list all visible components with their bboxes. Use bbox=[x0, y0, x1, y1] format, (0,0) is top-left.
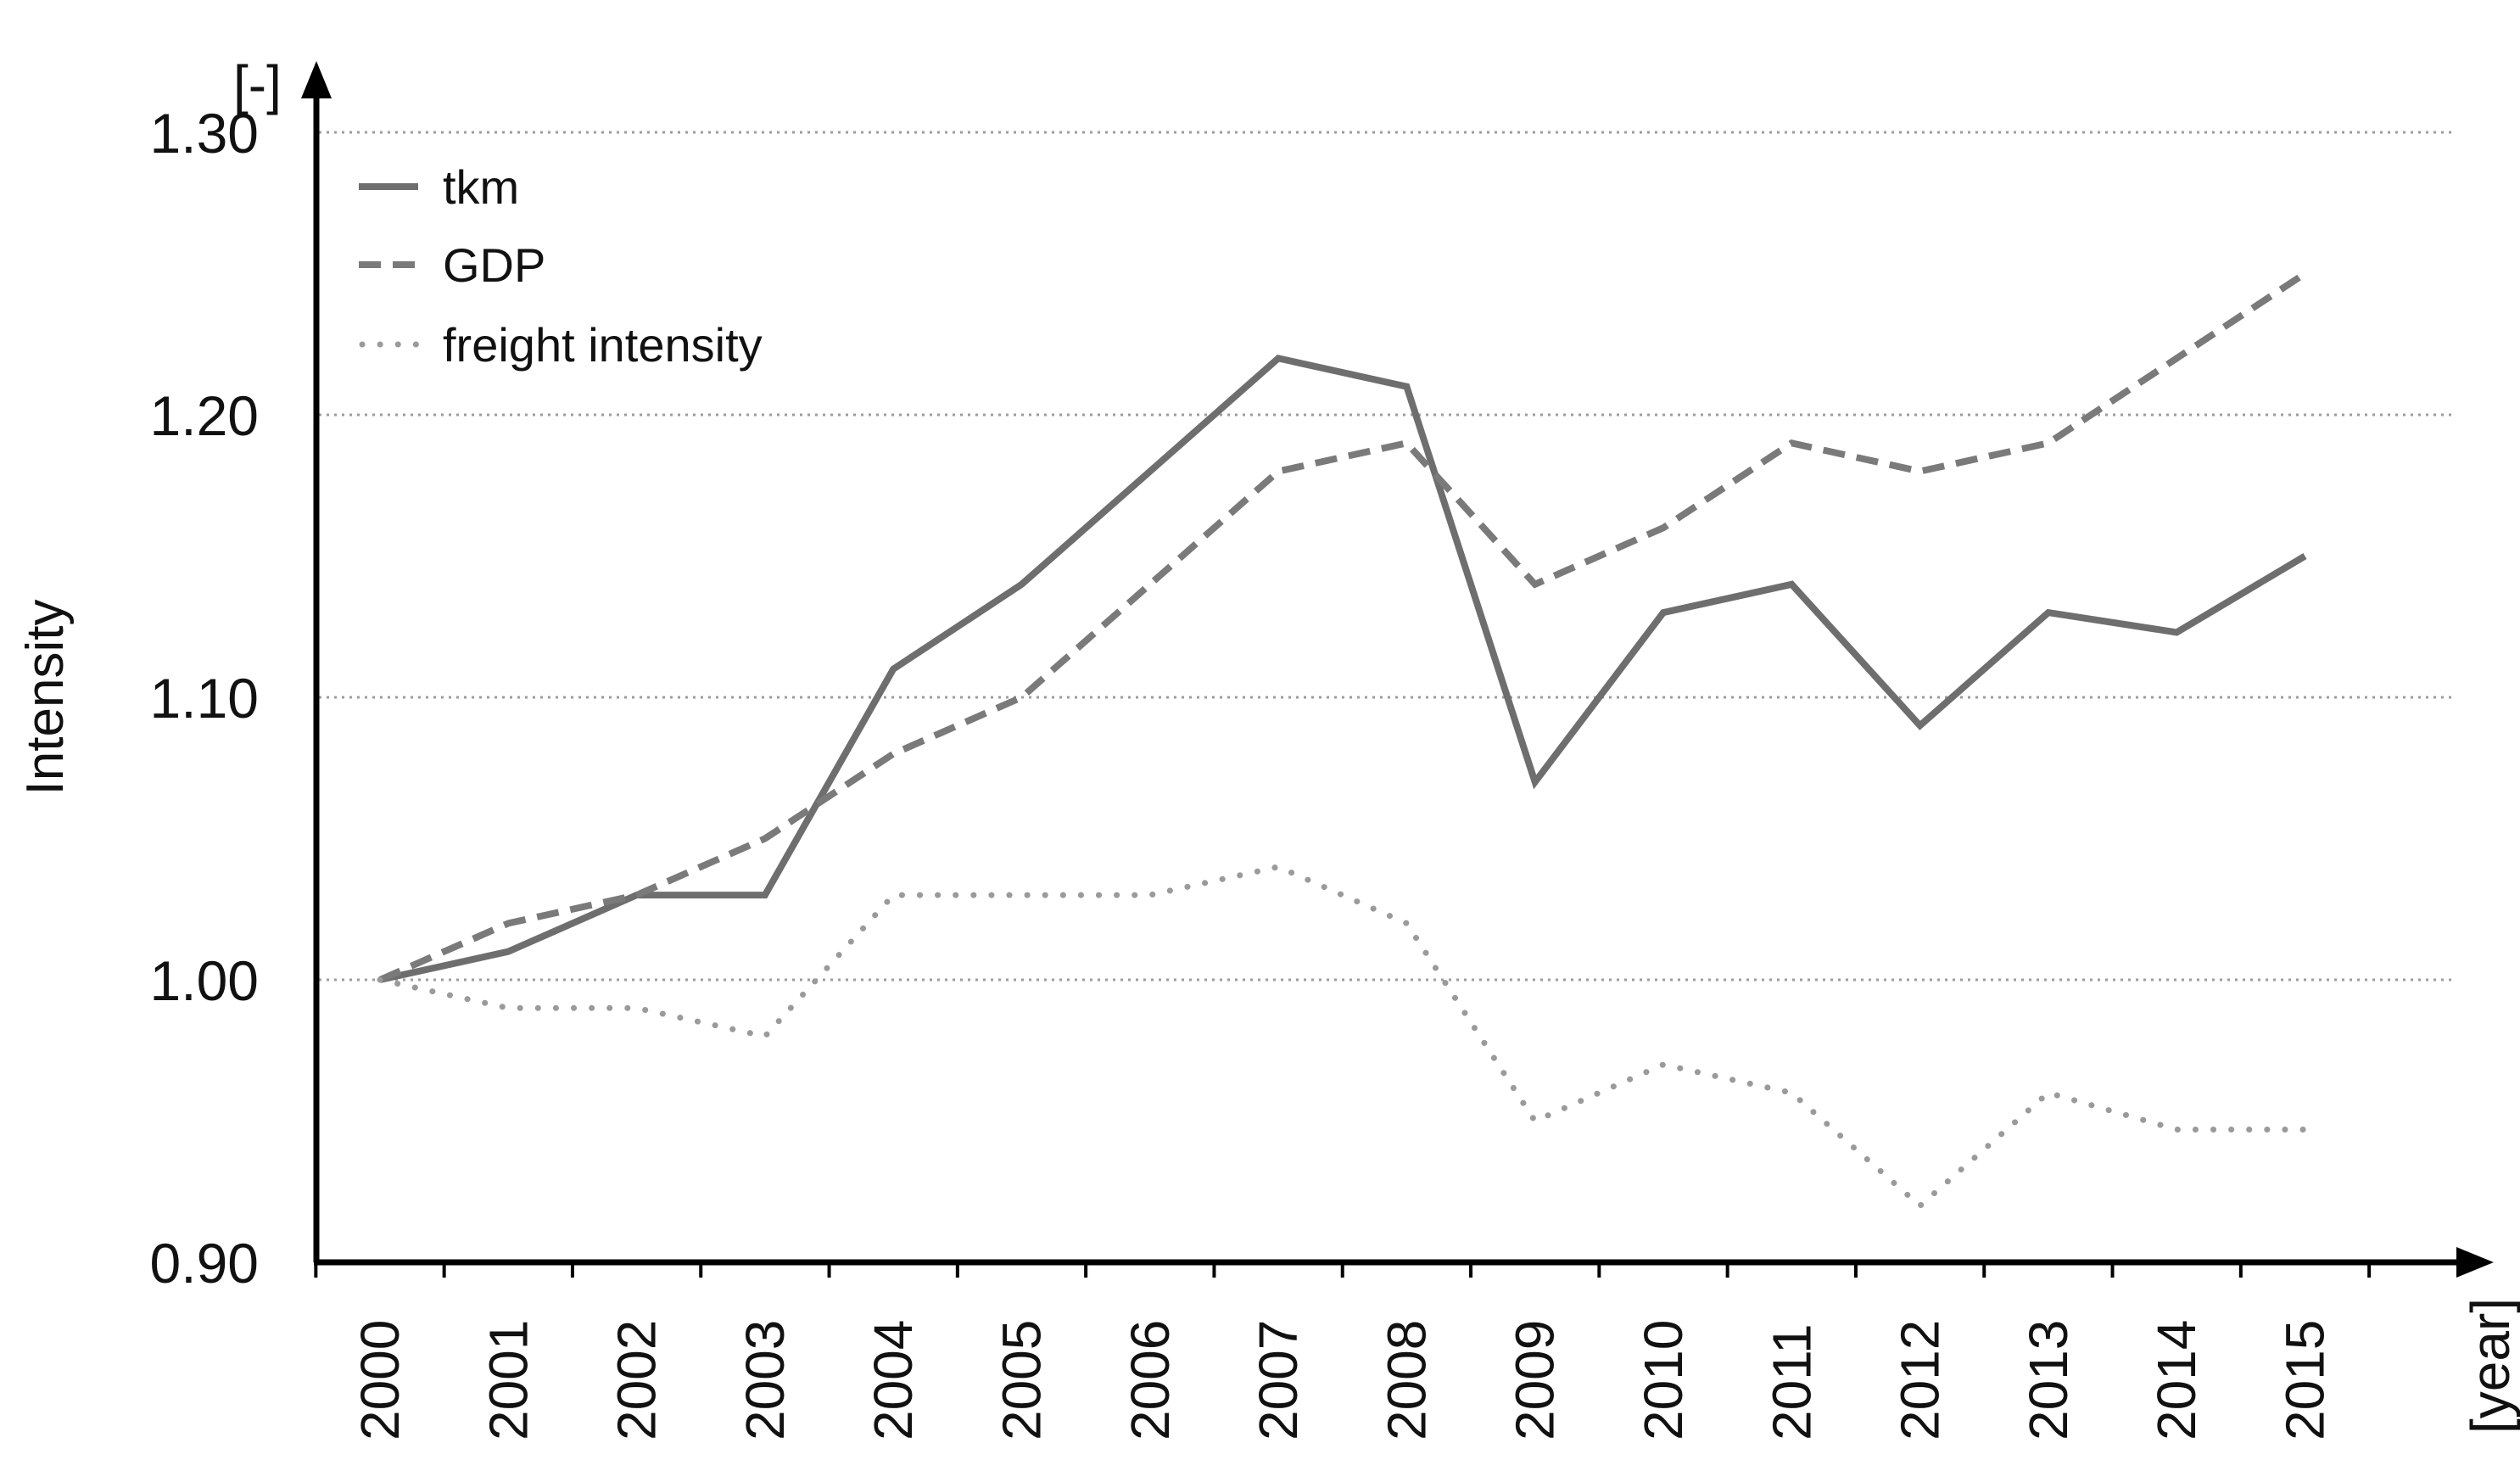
x-axis-title: [year] bbox=[2460, 1298, 2520, 1434]
y-axis-unit: [-] bbox=[233, 54, 282, 115]
x-tick-label-2010: 2010 bbox=[1633, 1320, 1694, 1440]
x-tick-label-2008: 2008 bbox=[1376, 1320, 1437, 1440]
x-tick-label-2005: 2005 bbox=[992, 1320, 1053, 1440]
legend-label-tkm: tkm bbox=[443, 160, 519, 214]
legend: tkm GDP freight intensity bbox=[359, 160, 763, 372]
gridlines bbox=[319, 131, 2451, 982]
x-tick-label-2007: 2007 bbox=[1248, 1320, 1309, 1440]
y-tick-label-0.90: 0.90 bbox=[150, 1232, 259, 1295]
legend-entry-gdp: GDP bbox=[359, 238, 545, 292]
x-axis-tick-labels: 2000 2001 2002 2003 2004 2005 2006 2007 2008 2009… bbox=[349, 1320, 2336, 1440]
x-tick-label-2001: 2001 bbox=[478, 1320, 539, 1440]
y-tick-label-1.00: 1.00 bbox=[150, 949, 259, 1012]
x-tick-label-2015: 2015 bbox=[2275, 1320, 2336, 1440]
y-axis-arrow-icon bbox=[301, 61, 332, 98]
y-tick-label-1.10: 1.10 bbox=[150, 667, 259, 730]
series-line-gdp bbox=[378, 271, 2307, 983]
y-tick-label-1.30: 1.30 bbox=[150, 102, 259, 165]
series-line-freight-intensity bbox=[377, 864, 2308, 1211]
series-lines bbox=[377, 271, 2308, 1211]
x-axis-arrow-icon bbox=[2456, 1247, 2494, 1278]
x-tick-label-2009: 2009 bbox=[1505, 1320, 1566, 1440]
x-tick-label-2014: 2014 bbox=[2146, 1320, 2207, 1440]
legend-label-gdp: GDP bbox=[443, 238, 545, 292]
x-tick-label-2011: 2011 bbox=[1761, 1323, 1822, 1440]
y-tick-label-1.20: 1.20 bbox=[150, 384, 259, 447]
series-line-tkm bbox=[379, 355, 2307, 983]
x-tick-label-2004: 2004 bbox=[863, 1320, 924, 1440]
x-tick-label-2013: 2013 bbox=[2018, 1320, 2079, 1440]
x-tick-label-2006: 2006 bbox=[1120, 1320, 1181, 1440]
y-axis-tick-labels: 0.90 1.00 1.10 1.20 1.30 bbox=[150, 102, 259, 1295]
legend-entry-freight-intensity: freight intensity bbox=[359, 318, 763, 372]
x-tick-label-2012: 2012 bbox=[1890, 1320, 1951, 1440]
x-tick-label-2000: 2000 bbox=[349, 1320, 411, 1440]
legend-entry-tkm: tkm bbox=[359, 160, 519, 214]
x-tick-label-2002: 2002 bbox=[606, 1320, 668, 1440]
axes bbox=[301, 61, 2494, 1278]
x-tick-label-2003: 2003 bbox=[735, 1320, 796, 1440]
legend-label-freight-intensity: freight intensity bbox=[443, 318, 763, 372]
y-axis-title: Intensity bbox=[16, 600, 75, 796]
x-axis-ticks bbox=[314, 1262, 2372, 1278]
